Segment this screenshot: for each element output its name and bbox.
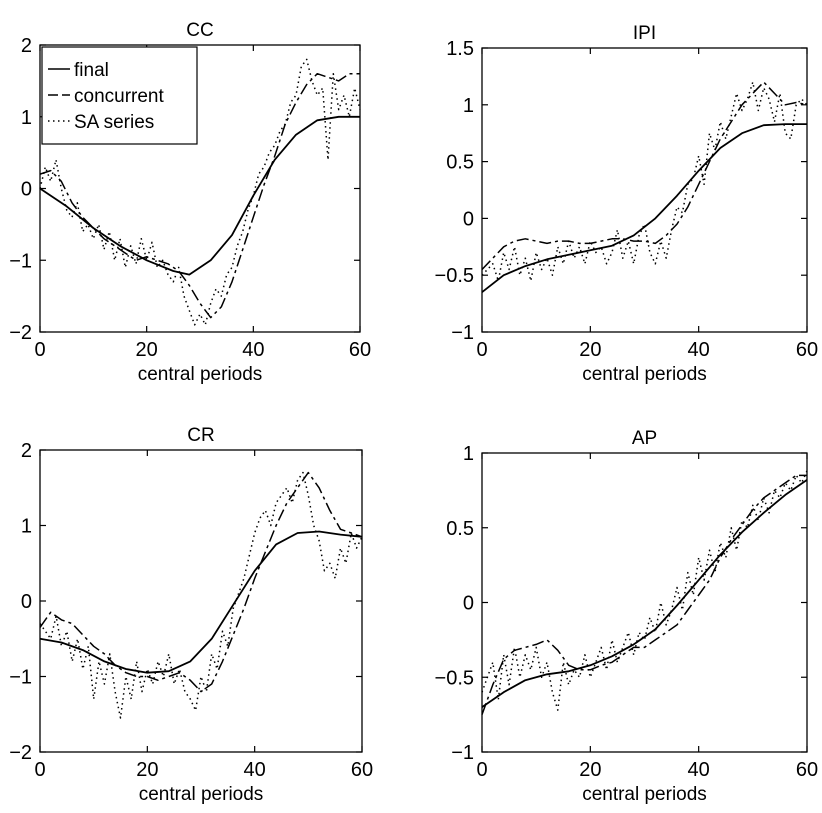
y-tick-label: −2 [9,742,32,764]
plot-frame [481,452,808,753]
y-tick-label: −1 [451,742,474,764]
y-tick-label: 1.5 [446,38,474,60]
chart-panel-ipi: IPI 0 20 40 60 −1 −0.5 0 0.5 1 1.5 central periods [435,23,819,385]
y-tick-label: −0.5 [435,667,474,689]
y-tick-label: 1 [21,107,32,129]
x-axis-label: central periods [582,364,707,385]
chart-title: CC [186,20,213,41]
series-sa-series-line [39,58,361,326]
y-tick-label: 1 [463,443,474,465]
series-sa-series-line [481,470,808,711]
chart-panel-cr: CR 0 20 40 60 −2 −1 0 1 2 central periods [9,425,373,805]
y-tick-label: 0 [463,208,474,230]
legend-entry: final [74,60,109,81]
x-tick-label: 60 [349,339,371,361]
x-tick-label: 60 [796,339,818,361]
plot-frame [481,47,808,333]
chart-title: CR [187,425,214,446]
series-concurrent-line [39,72,360,319]
x-tick-label: 40 [688,339,710,361]
x-tick-label: 20 [579,759,601,781]
x-axis-label: central periods [139,784,264,805]
y-tick-label: −2 [9,322,32,344]
chart-panel-cc: CC 0 20 40 60 −2 −1 0 1 2 central periods final conc… [9,20,371,385]
y-tick-label: 0.5 [446,518,474,540]
y-tick-label: −0.5 [435,265,474,287]
x-tick-label: 60 [796,759,818,781]
x-tick-label: 0 [34,759,45,781]
x-tick-label: 20 [136,759,158,781]
x-tick-label: 60 [351,759,373,781]
series-concurrent-line [481,474,807,715]
legend-entry: concurrent [74,86,164,107]
x-tick-label: 20 [579,339,601,361]
y-tick-label: 1 [463,95,474,117]
y-tick-label: 0 [463,593,474,615]
x-tick-label: 40 [688,759,710,781]
series-sa-series-line [39,471,363,719]
y-tick-label: 2 [21,440,32,462]
series-concurrent-line [39,471,363,693]
plot-frame [39,449,363,753]
x-axis-label: central periods [582,784,707,805]
y-tick-label: −1 [9,250,32,272]
series-final-line [39,115,360,276]
legend-entry: SA series [74,112,154,133]
x-tick-label: 40 [244,759,266,781]
x-axis-label: central periods [138,364,263,385]
chart-panel-ap: AP 0 20 40 60 −1 −0.5 0 0.5 1 central periods [435,428,819,805]
series-final-line [481,123,807,293]
y-tick-label: 1 [21,516,32,538]
y-tick-label: −1 [451,322,474,344]
y-tick-label: 0 [21,591,32,613]
legend: final concurrent SA series [41,46,198,145]
x-tick-label: 0 [476,339,487,361]
x-tick-label: 20 [136,339,158,361]
x-tick-label: 0 [34,339,45,361]
y-tick-label: 2 [21,35,32,57]
y-tick-label: −1 [9,667,32,689]
chart-title: AP [632,428,657,449]
series-sa-series-line [481,81,808,282]
chart-title: IPI [633,23,656,44]
series-final-line [481,479,808,708]
x-tick-label: 0 [476,759,487,781]
y-tick-label: 0 [21,179,32,201]
y-tick-label: 0.5 [446,152,474,174]
series-final-line [39,530,363,674]
x-tick-label: 40 [242,339,264,361]
